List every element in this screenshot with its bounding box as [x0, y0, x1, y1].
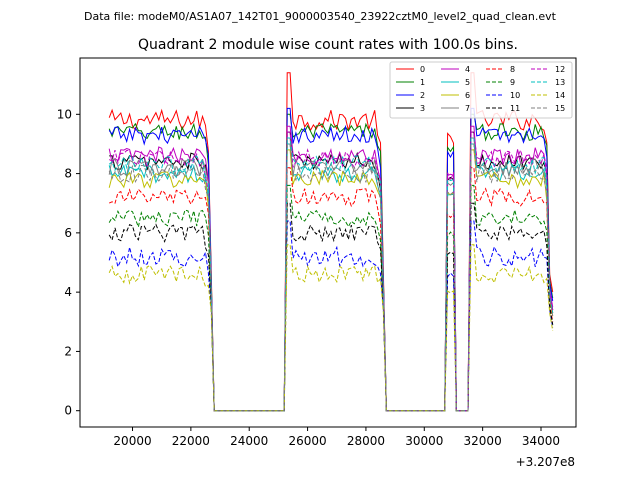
legend-label: 6 [465, 91, 470, 100]
legend-label: 7 [465, 104, 470, 113]
y-tick-label: 10 [57, 107, 72, 121]
y-tick-label: 2 [64, 344, 72, 358]
y-tick-label: 4 [64, 285, 72, 299]
legend-label: 15 [555, 104, 565, 113]
x-tick-label: 32000 [464, 434, 502, 448]
series-line-10 [108, 220, 554, 412]
series-line-15 [108, 143, 554, 412]
y-tick-label: 0 [64, 404, 72, 418]
legend-label: 12 [555, 65, 565, 74]
series-line-1 [108, 113, 554, 412]
series-line-14 [108, 244, 554, 412]
x-tick-label: 24000 [230, 434, 268, 448]
x-tick-label: 20000 [113, 434, 151, 448]
x-tick-label: 28000 [347, 434, 385, 448]
x-tick-label: 30000 [405, 434, 443, 448]
legend-label: 11 [510, 104, 520, 113]
legend-label: 1 [420, 78, 425, 87]
chart-title: Quadrant 2 module wise count rates with … [138, 37, 518, 53]
axes-frame [79, 57, 577, 428]
series-line-5 [108, 143, 554, 412]
legend-label: 5 [465, 78, 470, 87]
legend-label: 3 [420, 104, 425, 113]
y-axis: 0 2 4 6 8 10 [57, 107, 80, 418]
series-line-6 [108, 149, 554, 412]
legend-label: 10 [510, 91, 520, 100]
x-offset-label: +3.207e8 [516, 455, 575, 469]
suptitle: Data file: modeM0/AS1A07_142T01_90000035… [84, 10, 557, 23]
x-tick-label: 34000 [522, 434, 560, 448]
legend-label: 9 [510, 78, 515, 87]
series-line-3 [109, 131, 554, 412]
series-line-13 [108, 137, 554, 412]
legend-label: 8 [510, 65, 515, 74]
x-axis: 20000 22000 24000 26000 28000 30000 32000 34000 [113, 427, 560, 448]
legend-label: 14 [555, 91, 565, 100]
plot-lines [108, 72, 554, 412]
legend-label: 4 [465, 65, 470, 74]
legend-label: 0 [420, 65, 425, 74]
series-line-9 [108, 184, 554, 412]
x-tick-label: 26000 [288, 434, 326, 448]
series-line-4 [108, 125, 554, 412]
legend-label: 13 [555, 78, 565, 87]
series-line-2 [108, 107, 554, 412]
series-line-11 [108, 202, 554, 412]
series-line-12 [108, 131, 554, 412]
x-tick-label: 22000 [172, 434, 210, 448]
legend-box [389, 61, 573, 119]
y-tick-label: 8 [64, 167, 72, 181]
legend-label: 2 [420, 91, 425, 100]
y-tick-label: 6 [64, 226, 72, 240]
series-line-8 [108, 167, 554, 412]
